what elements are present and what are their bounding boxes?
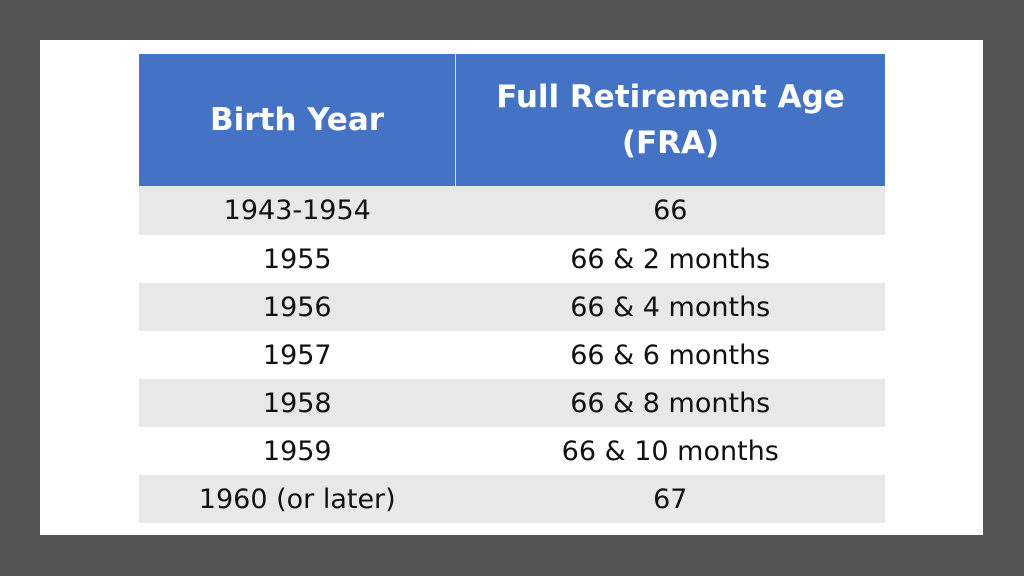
cell-fra: 66 & 8 months: [455, 379, 885, 427]
table-row: 1959 66 & 10 months: [139, 427, 885, 475]
table-row: 1955 66 & 2 months: [139, 235, 885, 283]
cell-birth-year: 1955: [262, 243, 332, 275]
cell-birth-year: 1959: [262, 435, 332, 467]
table-row: 1956 66 & 4 months: [139, 283, 885, 331]
cell-fra: 66 & 4 months: [455, 283, 885, 331]
cell-fra: 67: [455, 475, 885, 523]
cell-birth-year: 1960 (or later): [139, 475, 456, 523]
table-row: 1957 66 & 6 months: [139, 331, 885, 379]
cell-birth-year: 1957: [262, 339, 332, 371]
cell-fra: 66: [455, 186, 885, 235]
header-fra: Full Retirement Age (FRA): [455, 54, 885, 186]
cell-birth-year: 1958: [139, 379, 456, 427]
table-row: 1943-1954 66: [139, 186, 885, 235]
fra-table: Birth Year Full Retirement Age (FRA) 194…: [139, 54, 885, 523]
cell-fra: 66 & 6 months: [570, 339, 771, 371]
header-birth-year: Birth Year: [139, 54, 456, 186]
content-panel: Birth Year Full Retirement Age (FRA) 194…: [40, 40, 983, 535]
table-row: 1960 (or later) 67: [139, 475, 885, 523]
cell-fra: 66 & 10 months: [561, 435, 779, 467]
cell-birth-year: 1943-1954: [139, 186, 456, 235]
header-row: Birth Year Full Retirement Age (FRA): [139, 54, 885, 186]
cell-fra: 66 & 2 months: [570, 243, 771, 275]
cell-birth-year: 1956: [139, 283, 456, 331]
table-row: 1958 66 & 8 months: [139, 379, 885, 427]
